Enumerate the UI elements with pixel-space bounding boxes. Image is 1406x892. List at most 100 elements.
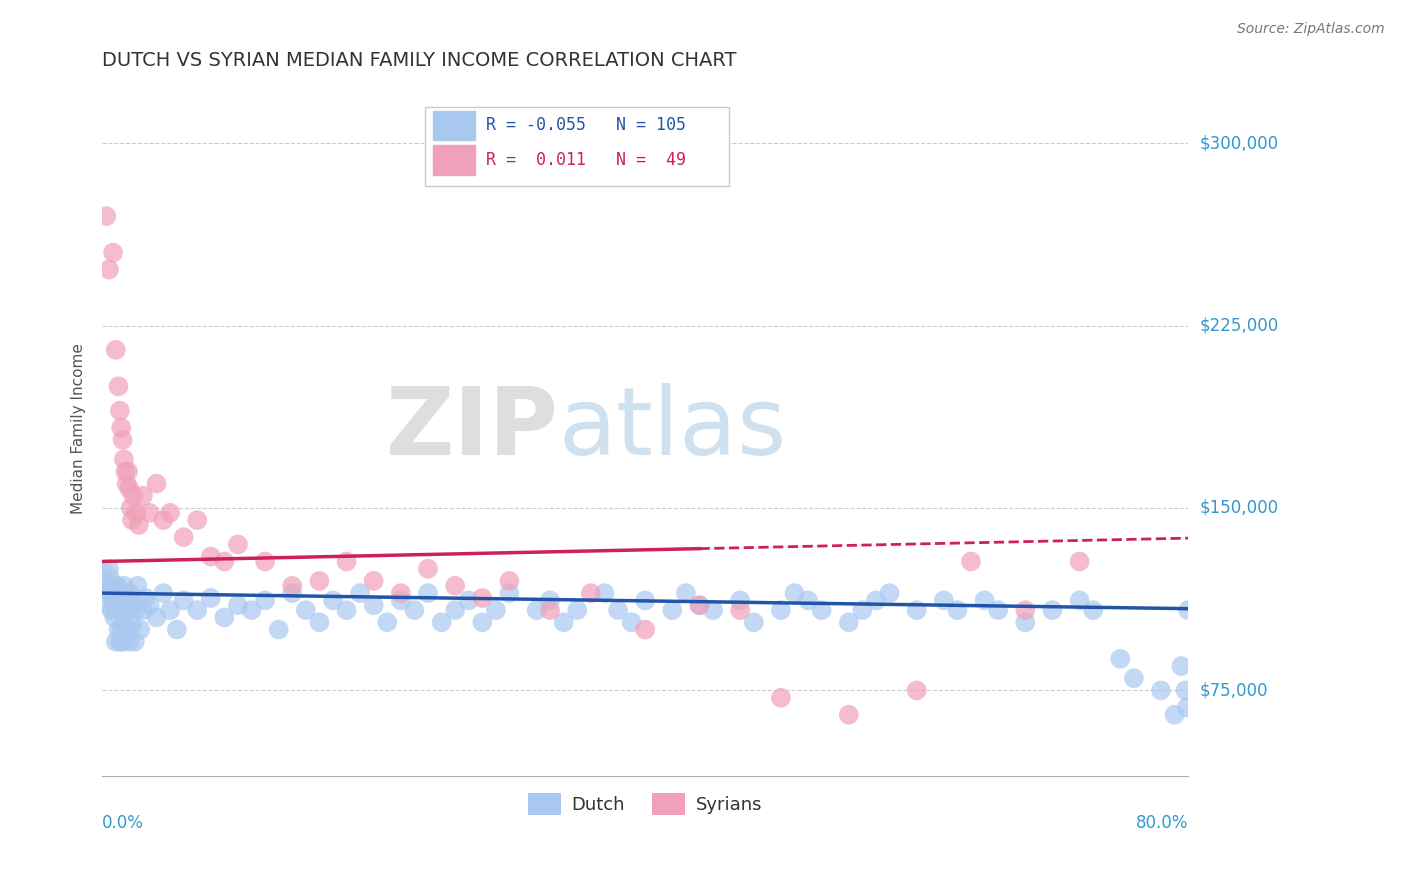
Point — [121, 513, 143, 527]
Point — [389, 593, 412, 607]
Point — [132, 603, 155, 617]
Point — [118, 482, 141, 496]
Point — [108, 634, 131, 648]
Point — [946, 603, 969, 617]
Point — [1014, 615, 1036, 630]
Point — [186, 513, 208, 527]
Point — [1081, 603, 1104, 617]
Point — [498, 586, 520, 600]
Point — [742, 615, 765, 630]
Point — [112, 452, 135, 467]
Point — [973, 593, 995, 607]
Point — [281, 579, 304, 593]
Point — [485, 603, 508, 617]
Point — [110, 623, 132, 637]
Point — [152, 513, 174, 527]
Point — [145, 476, 167, 491]
Point — [200, 591, 222, 605]
Point — [111, 634, 134, 648]
Text: $225,000: $225,000 — [1199, 317, 1278, 334]
Point — [960, 554, 983, 568]
Point — [226, 537, 249, 551]
Point — [132, 489, 155, 503]
Point — [120, 603, 142, 617]
Point — [851, 603, 873, 617]
Point — [1014, 603, 1036, 617]
Point — [94, 574, 117, 588]
Point — [103, 610, 125, 624]
Point — [128, 518, 150, 533]
Point — [1122, 671, 1144, 685]
FancyBboxPatch shape — [425, 107, 728, 186]
Point — [526, 603, 548, 617]
Point — [579, 586, 602, 600]
Point — [444, 603, 467, 617]
Point — [98, 262, 121, 277]
Text: 0.0%: 0.0% — [103, 814, 143, 832]
Point — [1170, 659, 1192, 673]
Point — [430, 615, 453, 630]
Point — [120, 500, 142, 515]
Point — [363, 574, 385, 588]
Text: $150,000: $150,000 — [1199, 499, 1278, 517]
Point — [865, 593, 887, 607]
Point — [661, 603, 683, 617]
Point — [166, 623, 188, 637]
Point — [117, 623, 139, 637]
Text: R =  0.011   N =  49: R = 0.011 N = 49 — [485, 151, 686, 169]
Point — [267, 623, 290, 637]
Point — [124, 634, 146, 648]
Point — [769, 603, 792, 617]
Point — [127, 579, 149, 593]
Point — [96, 209, 118, 223]
Text: R = -0.055   N = 105: R = -0.055 N = 105 — [485, 116, 686, 134]
Point — [240, 603, 263, 617]
Point — [98, 579, 121, 593]
Point — [375, 615, 398, 630]
Point — [254, 554, 277, 568]
Point — [122, 489, 145, 503]
Point — [138, 599, 160, 613]
Point — [1069, 554, 1091, 568]
Point — [226, 599, 249, 613]
Point — [634, 593, 657, 607]
Point — [110, 603, 132, 617]
Point — [159, 603, 181, 617]
Point — [121, 617, 143, 632]
Bar — [433, 145, 475, 175]
Point — [416, 562, 439, 576]
Point — [1109, 652, 1132, 666]
Point — [111, 433, 134, 447]
Point — [308, 574, 330, 588]
Point — [783, 586, 806, 600]
Point — [186, 603, 208, 617]
Point — [173, 593, 195, 607]
Point — [254, 593, 277, 607]
Point — [838, 707, 860, 722]
Point — [107, 379, 129, 393]
Point — [769, 690, 792, 705]
Point — [114, 603, 136, 617]
Point — [152, 586, 174, 600]
Point — [110, 420, 132, 434]
Point — [281, 586, 304, 600]
Y-axis label: Median Family Income: Median Family Income — [72, 343, 86, 515]
Point — [538, 603, 561, 617]
Point — [363, 599, 385, 613]
Point — [125, 506, 148, 520]
Point — [118, 586, 141, 600]
Point — [138, 506, 160, 520]
Point — [104, 343, 127, 357]
Point — [159, 506, 181, 520]
Point — [1175, 700, 1198, 714]
Point — [553, 615, 575, 630]
Text: ZIP: ZIP — [385, 383, 558, 475]
Point — [404, 603, 426, 617]
Point — [620, 615, 643, 630]
Point — [101, 245, 124, 260]
Point — [349, 586, 371, 600]
Point — [567, 603, 589, 617]
Point — [416, 586, 439, 600]
Text: $75,000: $75,000 — [1199, 681, 1268, 699]
Point — [97, 599, 120, 613]
